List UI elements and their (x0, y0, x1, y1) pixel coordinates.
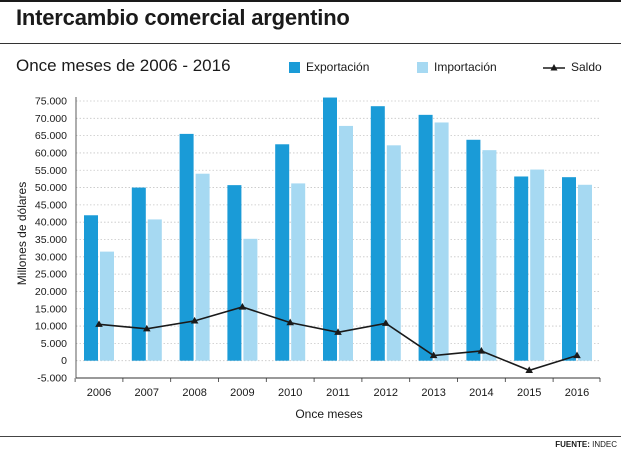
y-tick-label: 60.000 (35, 147, 67, 159)
x-tick-label: 2015 (517, 387, 541, 399)
bar-exportacion (562, 177, 576, 361)
y-tick-label: 35.000 (35, 234, 67, 246)
y-tick-label: 65.000 (35, 130, 67, 142)
y-tick-label: 75.000 (35, 96, 67, 108)
x-tick-label: 2010 (278, 387, 302, 399)
saldo-marker (429, 351, 438, 359)
saldo-marker (477, 346, 486, 354)
bar-exportacion (323, 97, 337, 361)
y-tick-label: 20.000 (35, 286, 67, 298)
x-tick-label: 2016 (565, 387, 589, 399)
y-tick-label: 55.000 (35, 165, 67, 177)
top-rule (0, 0, 621, 2)
title-divider (0, 43, 621, 44)
bar-exportacion (131, 187, 146, 361)
x-axis-title: Once meses (295, 407, 362, 421)
bar-importacion (578, 184, 592, 361)
saldo-marker (525, 366, 533, 373)
x-tick-label: 2011 (326, 387, 350, 399)
saldo-marker (190, 316, 199, 324)
x-tick-label: 2008 (182, 387, 206, 399)
source-label: FUENTE: (555, 440, 590, 449)
legend-exportacion: Exportación (289, 60, 369, 74)
saldo-line-layer (95, 303, 581, 373)
saldo-marker (143, 324, 151, 332)
y-tick-label: 30.000 (35, 251, 67, 263)
y-axis-title: Millones de dólares (15, 182, 29, 285)
y-tick-label: 15.000 (35, 303, 67, 315)
bar-exportacion (466, 139, 481, 361)
bar-importacion (482, 150, 497, 361)
legend-swatch-importacion (417, 61, 428, 73)
y-tick-label: 40.000 (35, 217, 67, 229)
legend-importacion: Importación (417, 60, 497, 74)
saldo-marker (238, 303, 247, 310)
bar-importacion (100, 251, 114, 361)
x-tick-label: 2013 (421, 387, 445, 399)
bar-importacion (434, 122, 449, 361)
bar-exportacion (514, 176, 529, 361)
saldo-marker (95, 320, 103, 327)
bar-exportacion (84, 215, 98, 361)
bar-exportacion (227, 185, 242, 361)
y-tick-label: 70.000 (35, 113, 67, 125)
bar-importacion (530, 169, 545, 361)
bar-importacion (339, 125, 353, 361)
legend-label-saldo: Saldo (571, 60, 602, 74)
saldo-marker (334, 328, 342, 335)
saldo-marker (573, 351, 581, 359)
bar-importacion (147, 219, 162, 361)
axis-layer (74, 97, 601, 382)
labels-layer: -5.000 0 5.000 10.000 15.000 20.000 25.000 30.0… (15, 96, 589, 422)
y-tick-label: 45.000 (35, 199, 67, 211)
x-tick-label: 2014 (469, 387, 493, 399)
page-title: Intercambio comercial argentino (16, 5, 350, 30)
x-tick-label: 2006 (87, 387, 111, 399)
saldo-marker (382, 319, 390, 326)
x-tick-label: 2009 (230, 387, 254, 399)
y-tick-label: -5.000 (37, 373, 67, 385)
legend-label-exportacion: Exportación (306, 60, 370, 74)
bottom-rule (0, 436, 621, 437)
y-tick-label: 25.000 (35, 269, 67, 281)
bar-importacion (386, 145, 401, 361)
x-tick-label: 2007 (135, 387, 159, 399)
y-tick-label: 10.000 (35, 321, 67, 333)
bar-exportacion (275, 144, 290, 361)
y-tick-label: 50.000 (35, 182, 67, 194)
source-credit: FUENTE: INDEC (555, 440, 617, 449)
y-tick-label: 5.000 (41, 338, 67, 350)
bars-layer (84, 97, 592, 361)
saldo-marker (286, 318, 294, 326)
bar-exportacion (370, 106, 385, 361)
bar-exportacion (179, 133, 194, 361)
source-value: INDEC (592, 440, 617, 449)
legend-saldo: Saldo (543, 60, 602, 74)
legend-line-saldo-icon (543, 63, 565, 70)
y-tick-label: 0 (61, 355, 67, 367)
x-tick-label: 2012 (374, 387, 398, 399)
legend-swatch-exportacion (289, 61, 300, 73)
bar-importacion (195, 173, 210, 361)
bar-exportacion (418, 114, 433, 361)
chart-subtitle: Once meses de 2006 - 2016 (16, 56, 231, 75)
legend-label-importacion: Importación (434, 60, 497, 74)
bar-importacion (291, 183, 306, 361)
bar-importacion (243, 238, 258, 361)
